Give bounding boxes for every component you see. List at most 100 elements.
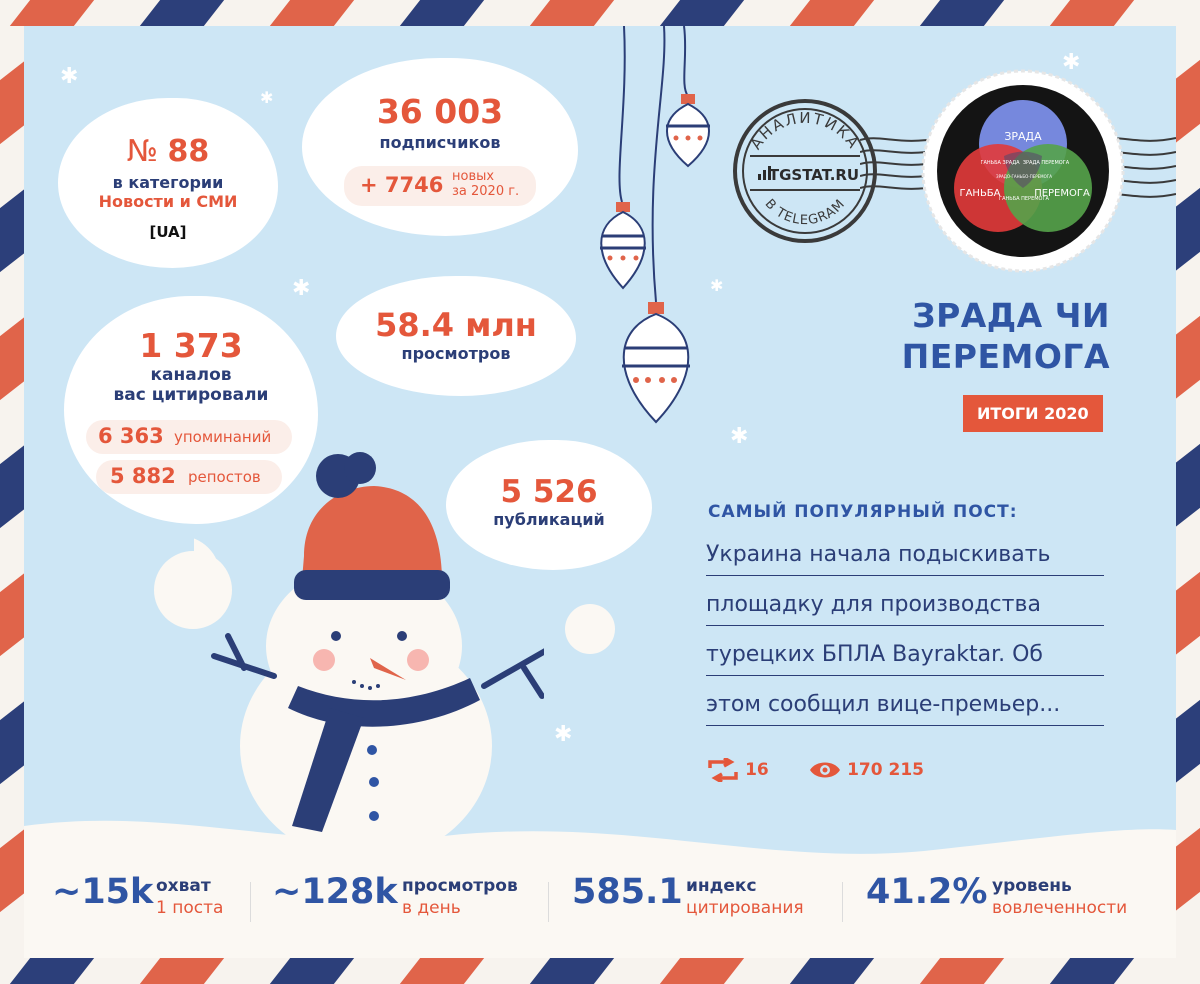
stat-sublabel: 1 поста [156,898,224,918]
citing-value: 1 373 [139,326,243,365]
svg-text:В TELEGRAM: В TELEGRAM [762,196,849,228]
airmail-stripe [529,958,615,984]
airmail-stripe [139,958,225,984]
airmail-stripe [0,59,26,145]
stat-sublabel: цитирования [686,898,804,918]
rank-bubble: № 88 в категории Новости и СМИ [UA] [58,98,278,268]
venn-b-label: ГАНЬБА [959,188,1000,199]
divider [548,882,549,922]
channel-title-line1: ЗРАДА ЧИ [912,296,1110,335]
views-label: просмотров [401,344,511,363]
airmail-stripe [9,958,95,984]
airmail-stripe [399,958,485,984]
ornaments-decoration [600,26,710,424]
airmail-stripe [0,187,26,273]
stat-label: индекс [686,876,757,896]
reposts-label: репостов [188,468,261,486]
rank-line1: в категории [112,173,224,192]
stat-value: ~15k [52,872,154,912]
stamp-brand: TGSTAT.RU [769,166,859,184]
airmail-stripe [789,0,875,26]
rank-region: [UA] [149,223,187,241]
subscribers-value: 36 003 [376,92,504,131]
airmail-stripe [399,0,485,26]
snowflake-icon: ✱ [292,276,311,301]
channel-title: ЗРАДА ЧИ ПЕРЕМОГА [860,296,1110,376]
airmail-stripe [659,958,745,984]
posts-bubble: 5 526 публикаций [446,440,652,570]
venn-ab-label: ГАНЬБА ЗРАДА [980,160,1020,166]
stat-value: 41.2% [866,872,988,912]
stat-label: охват [156,876,211,896]
stat-label: уровень [992,876,1072,896]
venn-bc-label: ГАНЬБА ПЕРЕМОГА [999,196,1049,202]
snowflake-icon: ✱ [260,88,274,107]
channel-title-line2: ПЕРЕМОГА [901,337,1110,376]
stamp-bottom-text: В TELEGRAM [762,196,848,228]
airmail-stripe [1049,0,1135,26]
subscribers-delta-l2: за 2020 г. [452,184,520,199]
airmail-stripe [0,571,26,657]
channel-logo-venn: ЗРАДА ГАНЬБА ПЕРЕМОГА ГАНЬБА ЗРАДА ЗРАДА… [921,69,1125,273]
snowflake-icon: ✱ [60,64,79,89]
rank-value: 88 [167,134,210,169]
airmail-stripe [0,315,26,401]
airmail-stripe [1049,958,1135,984]
snowball [154,551,232,629]
posts-value: 5 526 [500,474,598,510]
results-badge: ИТОГИ 2020 [963,395,1103,432]
rank-prefix: № [126,134,158,169]
airmail-stripe [1174,699,1200,785]
airmail-stripe [789,958,875,984]
repost-icon [708,756,738,784]
snowman-illustration [194,452,544,846]
airmail-stripe [139,0,225,26]
popular-post-text[interactable]: Украина начала подыскивать площадку для … [706,542,1106,732]
airmail-stripe [1174,59,1200,145]
subscribers-delta: + 7746 [360,173,444,197]
popular-post-heading: САМЫЙ ПОПУЛЯРНЫЙ ПОСТ: [708,502,1018,522]
post-reposts: 16 [706,756,769,784]
airmail-stripe [1174,187,1200,273]
post-line: площадку для производства [706,592,1104,626]
tgstat-stamp: АНАЛИТИКА TGSTAT.RU В TELEGRAM [733,99,877,243]
summary-stats: ~15k охват 1 поста ~128k просмотров в де… [0,860,1200,950]
views-value: 58.4 млн [375,306,537,344]
stat-label: просмотров [402,876,518,896]
airmail-stripe [9,0,95,26]
citing-label2: вас цитировали [113,385,269,405]
venn-ac-label: ЗРАДА ПЕРЕМОГА [1023,160,1070,166]
snowball [565,604,615,654]
subscribers-delta-pill: + 7746 новых за 2020 г. [344,166,536,206]
post-line: Украина начала подыскивать [706,542,1104,576]
airmail-stripe [269,958,355,984]
snowflake-icon: ✱ [730,424,749,449]
mentions-label: упоминаний [174,428,272,446]
subscribers-delta-l1: новых [452,169,495,184]
reposts-count: 16 [745,760,769,780]
airmail-stripe [659,0,745,26]
airmail-stripe [269,0,355,26]
posts-label: публикаций [493,510,605,529]
airmail-stripe [1174,315,1200,401]
eye-icon [810,762,840,778]
rank-category: Новости и СМИ [98,192,238,211]
airmail-stripe [919,958,1005,984]
post-line: турецких БПЛА Bayraktar. Об [706,642,1104,676]
stat-sublabel: вовлеченности [992,898,1128,918]
citing-label1: каналов [150,365,232,385]
snowflake-icon: ✱ [1062,50,1081,75]
stat-sublabel: в день [402,898,461,918]
stat-value: 585.1 [572,872,683,912]
views-bubble: 58.4 млн просмотров [336,276,576,396]
airmail-stripe [529,0,615,26]
airmail-stripe [1174,443,1200,529]
snowflake-icon: ✱ [554,722,573,747]
stat-value: ~128k [272,872,398,912]
venn-c-label: ПЕРЕМОГА [1034,188,1090,199]
snowflake-icon: ✱ [710,276,724,295]
subscribers-bubble: 36 003 подписчиков [302,58,578,236]
divider [250,882,251,922]
subscribers-label: подписчиков [379,133,501,152]
post-views: 170 215 [808,758,924,782]
